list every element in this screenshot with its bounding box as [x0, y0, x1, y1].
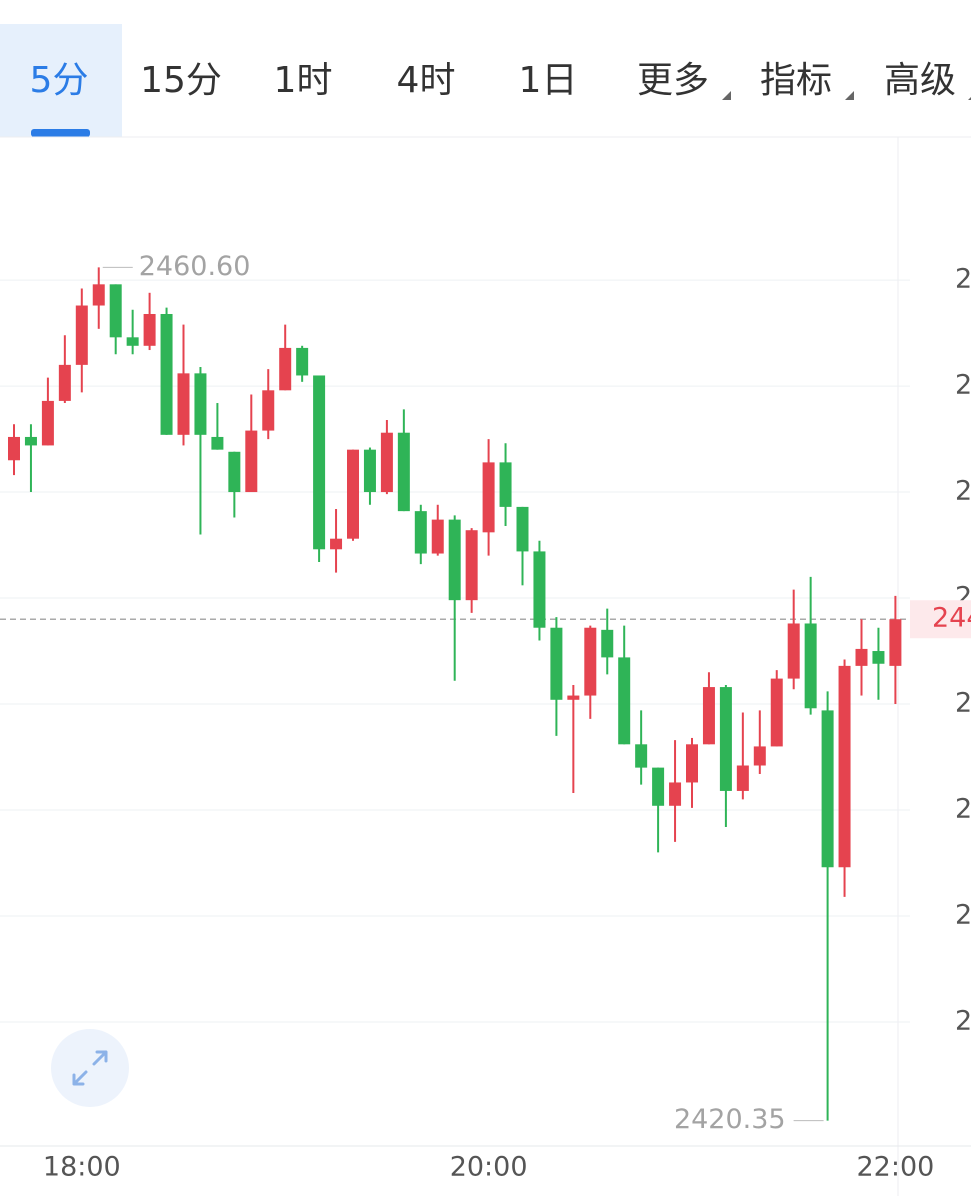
candle-body [652, 767, 665, 806]
candle-body [431, 519, 444, 554]
candle-body [380, 432, 393, 493]
candle-body [75, 305, 88, 365]
y-tick-label: 2440 [955, 688, 971, 719]
candle-body [889, 619, 902, 666]
candle-body [313, 375, 326, 550]
candle-body [821, 710, 834, 868]
candle-body [855, 648, 868, 666]
x-tick-label: 22:00 [856, 1152, 934, 1183]
candle-body [397, 432, 410, 512]
candle-body [669, 782, 682, 806]
x-tick-label: 18:00 [43, 1152, 121, 1183]
candle-body [109, 284, 122, 338]
expand-bg [51, 1029, 129, 1107]
candle-body [448, 519, 461, 601]
candle-body [160, 313, 173, 435]
tab[interactable]: 15分 [140, 60, 222, 101]
candle-body [601, 629, 614, 658]
candle-body [330, 538, 343, 550]
candle-body [533, 551, 546, 628]
candle-body [567, 695, 580, 700]
x-tick-label: 20:00 [450, 1152, 528, 1183]
candle-body [499, 462, 512, 507]
y-tick-label: 2460 [955, 264, 971, 295]
y-tick-label: 2450 [955, 476, 971, 507]
candle-body [686, 744, 698, 783]
candle-body [92, 284, 105, 306]
candle-body [635, 744, 648, 768]
candle-body [618, 657, 631, 745]
candle-body [8, 436, 20, 461]
tab[interactable]: 5分 [30, 60, 89, 101]
active-tab-bg [0, 24, 122, 137]
candle-body [347, 449, 359, 539]
candle-body [719, 687, 732, 791]
tab[interactable]: 1时 [274, 60, 333, 101]
candle-body [194, 373, 207, 435]
tab[interactable]: 更多 [637, 60, 709, 101]
candle-body [143, 313, 156, 346]
y-tick-label: 2430 [955, 900, 971, 931]
annotation: 2460.60 [139, 251, 251, 282]
candle-body [228, 451, 241, 493]
candle-body [177, 373, 190, 435]
candle-body [58, 364, 71, 401]
candle-body [465, 530, 478, 601]
candle-body [482, 462, 495, 533]
tab[interactable]: 高级 [884, 60, 956, 101]
candle-body [126, 337, 139, 346]
candle-body [516, 506, 529, 552]
candle-body [414, 511, 427, 554]
expand-icon [72, 1050, 108, 1086]
candle-body [872, 651, 885, 664]
candle-body [702, 687, 715, 745]
candle-body [753, 746, 766, 766]
expand-button[interactable] [51, 1029, 129, 1107]
candle-body [245, 430, 258, 493]
candle-body [770, 678, 783, 747]
tab[interactable]: 1日 [519, 60, 578, 101]
tab[interactable]: 指标 [760, 60, 832, 101]
candle-body [550, 627, 563, 700]
candle-body [838, 665, 851, 868]
annotation: 2420.35 [674, 1104, 786, 1135]
candle-body [804, 623, 817, 709]
y-tick-label: 2455 [955, 370, 971, 401]
candle-body [363, 449, 376, 493]
candle-body [279, 347, 292, 391]
candle-body [736, 765, 749, 791]
candle-body [584, 627, 597, 696]
y-tick-label: 2425 [955, 1005, 971, 1036]
candle-body [211, 436, 224, 450]
current-price-label: 2444 [932, 603, 971, 634]
candle-body [262, 390, 275, 431]
candle-body [296, 347, 309, 376]
candle-body [24, 436, 37, 446]
tab[interactable]: 4时 [397, 60, 456, 101]
current-price-bg [910, 600, 971, 639]
y-tick-label: 2435 [955, 794, 971, 825]
candle-body [41, 400, 54, 446]
active-tab-indicator [31, 129, 90, 137]
candle-body [787, 623, 800, 679]
